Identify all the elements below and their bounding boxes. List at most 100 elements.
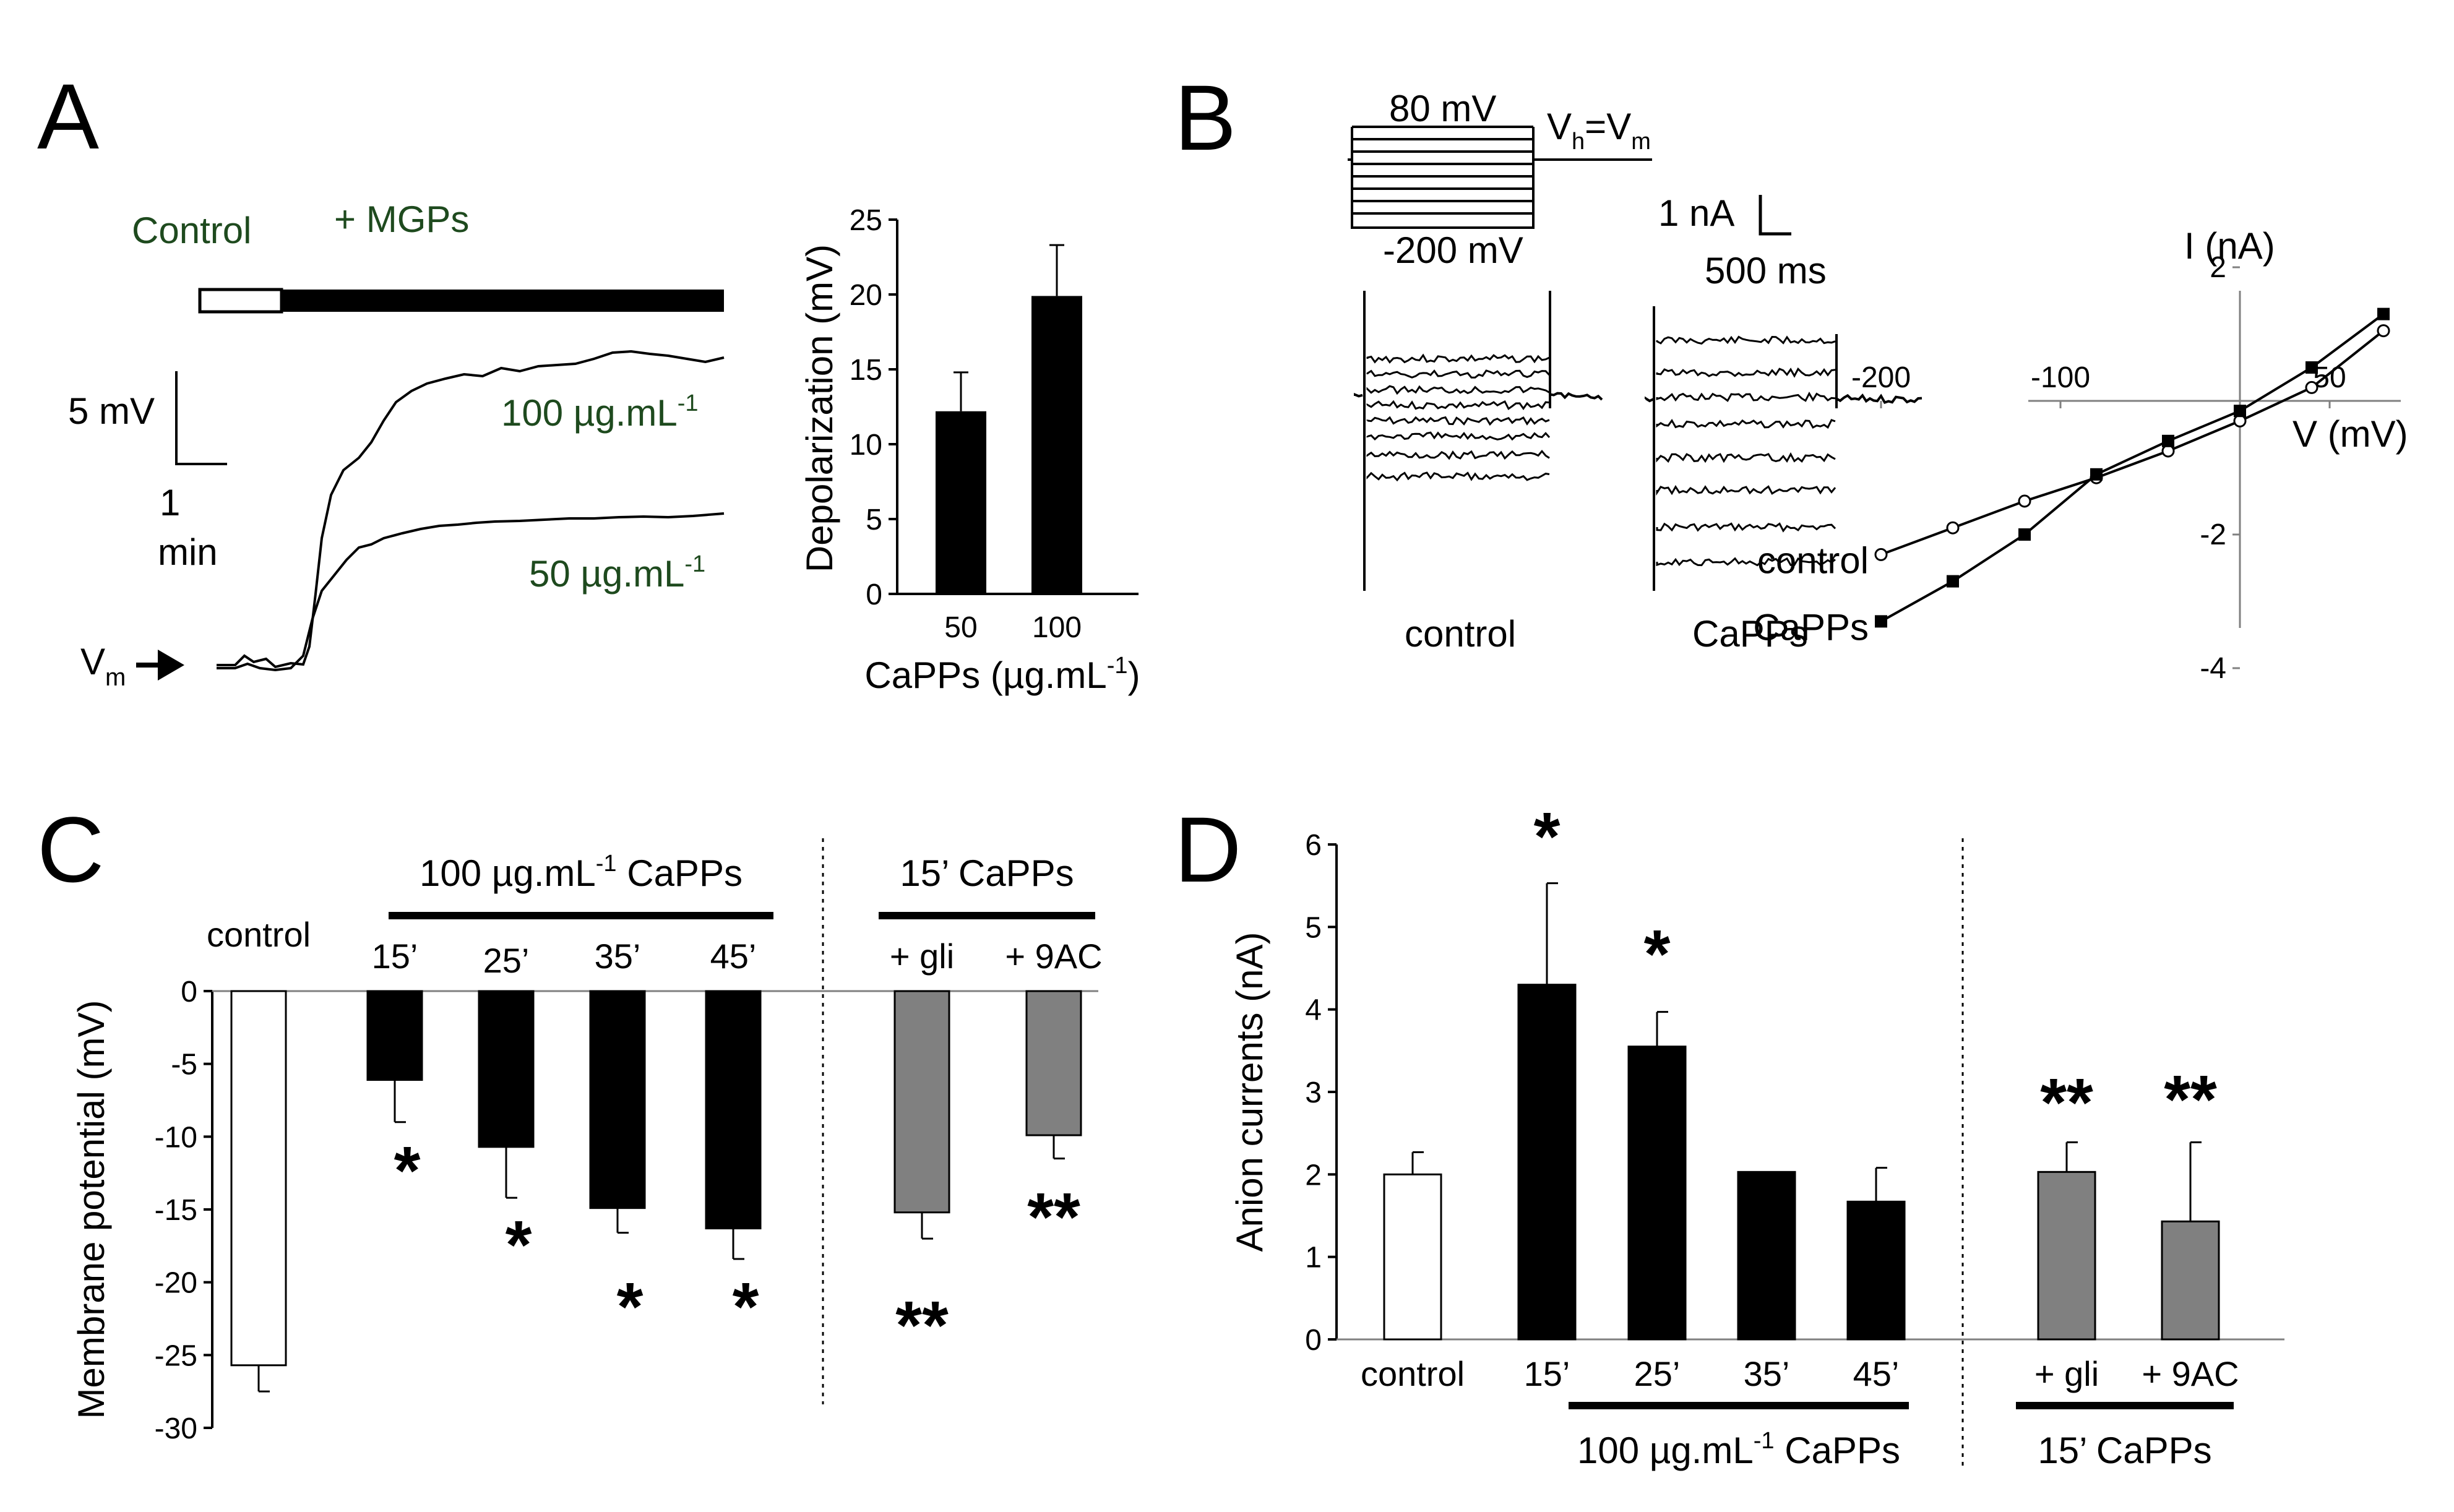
y-tick-label: 0	[866, 578, 882, 611]
significance-mark: **	[2040, 1065, 2093, 1141]
data-point	[2305, 361, 2318, 374]
bar	[1737, 1171, 1796, 1341]
category-label: 25’	[483, 941, 530, 980]
group1-label-end: CaPPs	[617, 853, 743, 894]
data-point	[1946, 521, 1960, 535]
category-label: + 9AC	[2142, 1354, 2239, 1393]
capps-baseline-pre	[1645, 396, 1654, 403]
category-label: 100	[1032, 611, 1082, 644]
panel-d-letter: D	[1174, 797, 1241, 901]
capps-trace	[1656, 452, 1836, 463]
bar	[1517, 984, 1577, 1341]
scale-current-label: 1 nA	[1658, 192, 1734, 234]
chart-a-depolarization: 0 5 10 15 20 25 50 100 Depolarization (mV) CaPPs …	[799, 204, 1140, 696]
group1-label-sup: -1	[596, 851, 617, 877]
category-label: + gli	[890, 937, 954, 976]
data-point	[1874, 548, 1888, 561]
category-label: control	[207, 915, 311, 954]
panel-c-letter: C	[37, 797, 104, 901]
chart-b-iv-curve: -200 -100 50 2 -2 -4 I (nA) V (mV) control CaPPs	[1753, 225, 2408, 685]
y-tick-label: -25	[155, 1339, 197, 1372]
capps-trace	[1656, 522, 1836, 533]
trace-50	[217, 512, 725, 672]
category-label: + gli	[2034, 1354, 2099, 1393]
y-tick-label: 2	[1305, 1159, 1322, 1192]
x-axis-title: CaPPs (µg.mL-1)	[864, 653, 1140, 696]
group2-label: 15’ CaPPs	[2038, 1430, 2211, 1471]
y-axis-title: I (nA)	[2184, 225, 2275, 267]
y-tick-label: -15	[155, 1194, 197, 1227]
scale-mv-label: 5 mV	[68, 390, 155, 432]
significance-mark: *	[617, 1269, 644, 1345]
bar	[589, 990, 646, 1209]
category-label: 15’	[1524, 1354, 1570, 1393]
y-tick-label: 5	[866, 504, 882, 536]
bar	[705, 990, 762, 1230]
y-axis-title: Anion currents (nA)	[1229, 932, 1270, 1252]
protocol-bottom-label: -200 mV	[1383, 230, 1523, 271]
bar	[366, 990, 423, 1081]
significance-mark: *	[733, 1269, 759, 1345]
y-tick-label: -5	[171, 1049, 197, 1081]
data-point	[2018, 494, 2031, 508]
data-point	[2090, 468, 2103, 481]
data-point	[2018, 528, 2031, 541]
bar	[1031, 296, 1082, 594]
chart-c-membrane-potential: 0 -5 -10 -15 -20 -25 -30 Membrane potential (mV…	[71, 838, 1103, 1445]
y-tick-label: 3	[1305, 1076, 1322, 1109]
group1-label: 100 µg.mL-1 CaPPs	[1577, 1428, 1900, 1471]
bar	[1627, 1046, 1687, 1341]
bar	[2037, 1171, 2096, 1341]
control-baseline-pre	[1354, 393, 1363, 398]
voltage-protocol	[1348, 126, 1652, 229]
scale-time-label: 500 ms	[1705, 250, 1827, 291]
scale-time-label-2: min	[158, 531, 218, 573]
control-trace	[1366, 449, 1550, 460]
y-tick-label: 0	[1305, 1324, 1322, 1357]
capps-baseline-post	[1835, 393, 1922, 405]
bar	[478, 990, 535, 1148]
panel-b: B 80 mV -200 mV Vh=Vm 1 nA 500 ms	[1174, 66, 2408, 685]
category-label: 25’	[1634, 1354, 1681, 1393]
panel-b-letter: B	[1174, 66, 1236, 170]
bar	[1846, 1200, 1906, 1341]
trace-50-label: 50 µg.mL-1	[529, 551, 705, 595]
mgps-period-bar	[282, 290, 724, 312]
x-axis-title-sup: -1	[1107, 653, 1128, 679]
category-label: 15’	[372, 937, 418, 976]
x-axis-title-end: )	[1128, 655, 1140, 696]
category-label: control	[1361, 1354, 1465, 1393]
vm-label: Vm	[80, 641, 126, 691]
bar	[1025, 990, 1082, 1136]
x-tick-label: -200	[1851, 361, 1911, 394]
y-axis-title: Membrane potential (mV)	[71, 1000, 112, 1419]
y-tick-label: -4	[2200, 652, 2226, 685]
control-label: Control	[132, 210, 251, 251]
capps-trace	[1656, 367, 1836, 378]
bar	[893, 990, 950, 1214]
x-tick-label: -100	[2031, 361, 2090, 394]
y-tick-label: -10	[155, 1121, 197, 1154]
significance-mark: **	[1027, 1179, 1080, 1255]
data-point	[1875, 615, 1887, 628]
data-point	[2162, 434, 2174, 447]
significance-mark: *	[506, 1207, 532, 1283]
y-tick-label: -2	[2200, 518, 2226, 551]
panel-d: D 0 1 2 3 4 5 6 Anion currents (nA) control 15’ * 2…	[1174, 797, 2284, 1471]
data-point	[1947, 575, 1959, 588]
control-trace	[1366, 416, 1550, 426]
control-trace	[1366, 369, 1551, 379]
category-label: 45’	[710, 937, 757, 976]
group1-label-main: 100 µg.mL	[420, 853, 596, 894]
category-label: 35’	[595, 937, 641, 976]
control-trace-label: control	[1405, 613, 1516, 655]
control-period-bar	[198, 288, 283, 314]
control-trace	[1366, 431, 1551, 441]
trace-100	[217, 350, 725, 669]
control-trace	[1366, 353, 1550, 364]
x-tick-label: 50	[2313, 361, 2346, 394]
y-tick-label: 5	[1305, 911, 1322, 944]
current-traces	[1354, 291, 1922, 591]
y-tick-label: -30	[155, 1412, 197, 1445]
